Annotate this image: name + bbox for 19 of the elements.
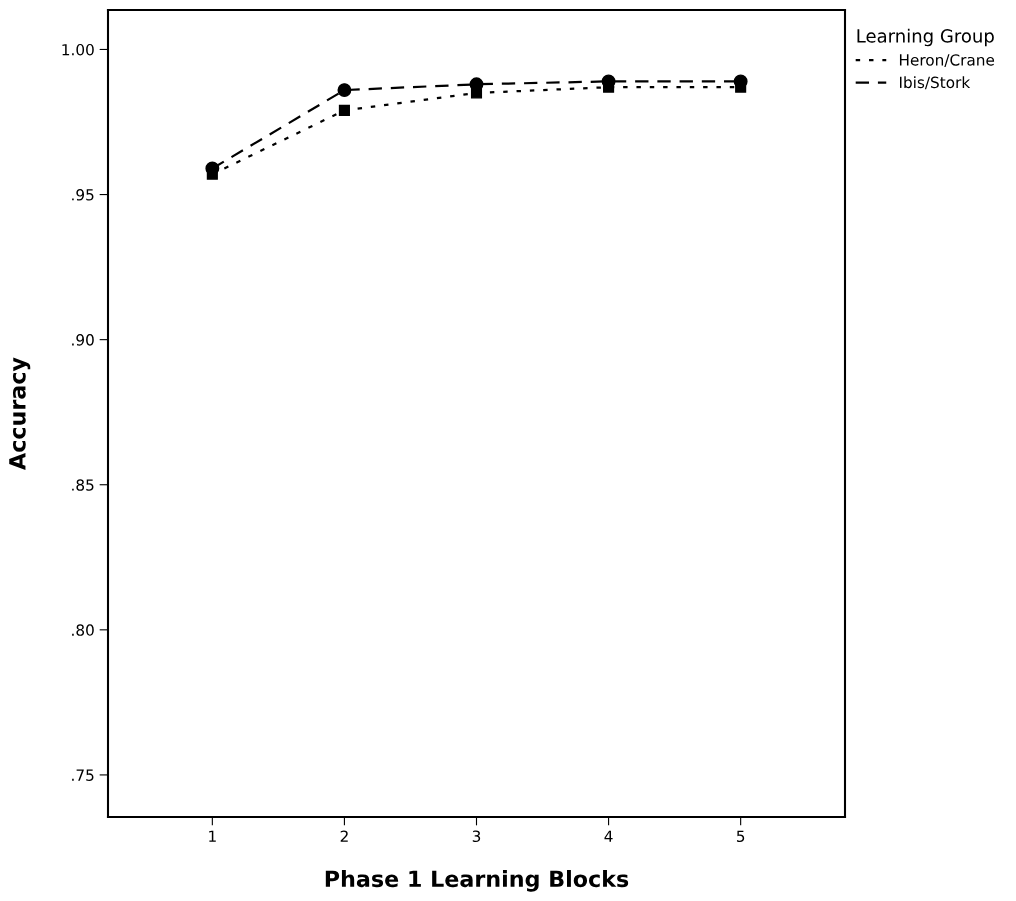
x-tick-label: 4 <box>604 830 613 842</box>
y-tick-label: .95 <box>72 189 94 201</box>
y-tick-label: 1.00 <box>62 43 94 56</box>
x-tick-label: 5 <box>736 830 745 843</box>
point <box>338 104 350 116</box>
x-axis-title: Phase 1 Learning Blocks <box>325 869 629 892</box>
y-tick-label: .90 <box>72 334 94 346</box>
point <box>337 83 352 98</box>
legend-label: Ibis/Stork <box>899 76 971 90</box>
y-axis-title: Accuracy <box>9 357 31 470</box>
point <box>470 87 483 99</box>
x-tick-label: 2 <box>340 830 348 842</box>
y-tick-label: .75 <box>72 769 94 781</box>
legend-label: Heron/Crane <box>899 54 995 67</box>
y-tick-label: .85 <box>72 479 94 491</box>
y-tick-label: .80 <box>72 624 94 636</box>
x-tick-label: 3 <box>472 830 481 843</box>
legend-title: Learning Group <box>857 28 994 47</box>
x-tick-label: 1 <box>209 830 216 842</box>
